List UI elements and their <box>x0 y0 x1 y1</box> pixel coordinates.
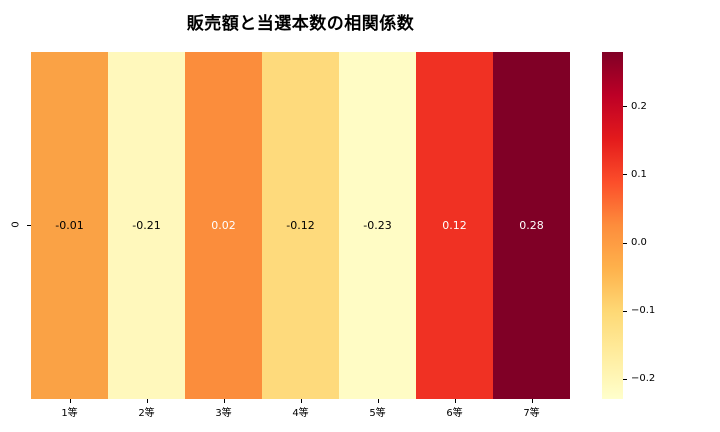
colorbar-tick-label: −0.2 <box>631 373 656 385</box>
colorbar-tick-mark <box>623 310 627 312</box>
y-axis-tick-label: 0 <box>8 221 20 228</box>
colorbar-tick-mark <box>623 106 627 108</box>
colorbar-tick-label: −0.1 <box>631 305 656 317</box>
heatmap-cell: -0.21 <box>108 52 185 399</box>
colorbar-tick-mark <box>623 378 627 380</box>
heatmap-cell: 0.02 <box>185 52 262 399</box>
heatmap-cell-value: -0.21 <box>132 219 161 232</box>
x-tick-mark <box>69 399 71 403</box>
colorbar-tick-mark <box>623 242 627 244</box>
heatmap-cell: -0.12 <box>262 52 339 399</box>
x-tick-label: 1等 <box>61 408 78 419</box>
heatmap-cell-value: -0.01 <box>55 219 84 232</box>
x-tick-label: 6等 <box>446 408 463 419</box>
heatmap-cell: -0.01 <box>31 52 108 399</box>
x-tick-label: 3等 <box>215 408 232 419</box>
x-tick-mark <box>454 399 456 403</box>
chart-title: 販売額と当選本数の相関係数 <box>186 14 415 34</box>
colorbar-tick-label: 0.0 <box>631 237 647 248</box>
heatmap-cell: -0.23 <box>339 52 416 399</box>
heatmap-cell: 0.12 <box>416 52 493 399</box>
heatmap-cell-value: 0.12 <box>442 219 467 232</box>
heatmap-grid: -0.01 -0.21 0.02 -0.12 -0.23 0.12 0.28 <box>31 52 570 399</box>
heatmap-cell-value: 0.02 <box>211 219 236 232</box>
x-tick-label: 7等 <box>523 408 540 419</box>
colorbar-tick-label: 0.2 <box>631 100 647 112</box>
heatmap-cell-value: -0.12 <box>286 219 315 232</box>
x-tick-mark <box>531 399 533 403</box>
x-tick-mark <box>223 399 225 403</box>
heatmap-cell-value: 0.28 <box>519 219 544 232</box>
heatmap-cell-value: -0.23 <box>363 219 392 232</box>
x-tick-label: 2等 <box>138 408 155 419</box>
x-tick-mark <box>300 399 302 403</box>
x-tick-label: 5等 <box>369 408 386 419</box>
y-axis-tick-mark <box>27 225 31 226</box>
colorbar <box>602 52 623 399</box>
colorbar-tick-label: 0.1 <box>631 168 647 180</box>
heatmap-cell: 0.28 <box>493 52 570 399</box>
x-tick-mark <box>377 399 379 403</box>
x-tick-mark <box>146 399 148 403</box>
x-tick-label: 4等 <box>292 408 309 419</box>
colorbar-tick-mark <box>623 174 627 176</box>
